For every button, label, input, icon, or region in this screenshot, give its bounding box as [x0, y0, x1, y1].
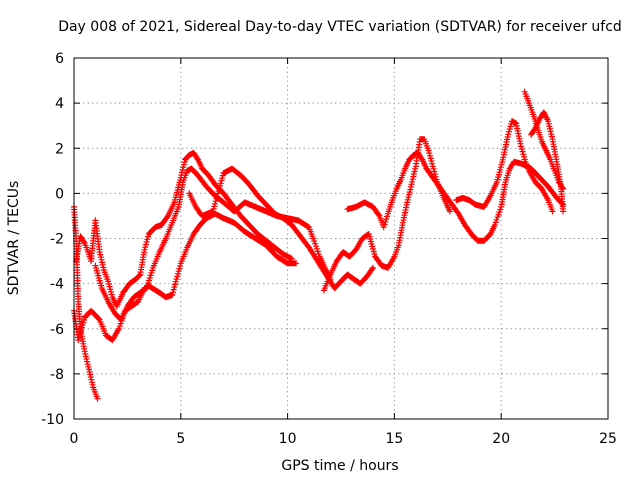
series-sat-track-j [528, 109, 567, 215]
marker-path [528, 109, 567, 215]
y-tick-label: -10 [41, 412, 64, 428]
y-tick-label: -8 [50, 367, 64, 383]
x-tick-label: 10 [279, 431, 297, 447]
x-tick-label: 0 [70, 431, 79, 447]
data-series [71, 88, 567, 402]
x-tick-label: 5 [176, 431, 185, 447]
series-sat-track-f [320, 136, 453, 294]
x-tick-label: 15 [385, 431, 403, 447]
y-tick-label: -2 [50, 232, 64, 248]
x-axis-label: GPS time / hours [281, 458, 398, 474]
marker-path [73, 149, 295, 310]
plot-frame [73, 57, 609, 420]
y-axis-label: SDTVAR / TECUs [6, 181, 22, 296]
y-tick-label: 0 [55, 186, 64, 202]
series-sat-track-e [186, 165, 376, 292]
marker-path [186, 165, 376, 292]
marker-path [320, 136, 453, 294]
y-tick-label: 2 [55, 141, 64, 157]
marker-path [453, 118, 556, 215]
x-tick-label: 20 [492, 431, 510, 447]
marker-path [344, 149, 567, 244]
y-tick-label: 6 [55, 51, 64, 67]
y-tick-label: 4 [55, 96, 64, 112]
chart-title: Day 008 of 2021, Sidereal Day-to-day VTE… [58, 19, 622, 35]
series-sat-track-g [344, 149, 567, 244]
x-tick-label: 25 [599, 431, 617, 447]
series-sat-track-c [73, 149, 295, 310]
y-tick-label: -4 [50, 277, 64, 293]
y-tick-label: -6 [50, 322, 64, 338]
series-sat-track-h [453, 118, 556, 215]
tick-labels: 0 5 10 15 20 25 -10 -8 -6 -4 -2 0 2 4 6 [41, 51, 617, 447]
